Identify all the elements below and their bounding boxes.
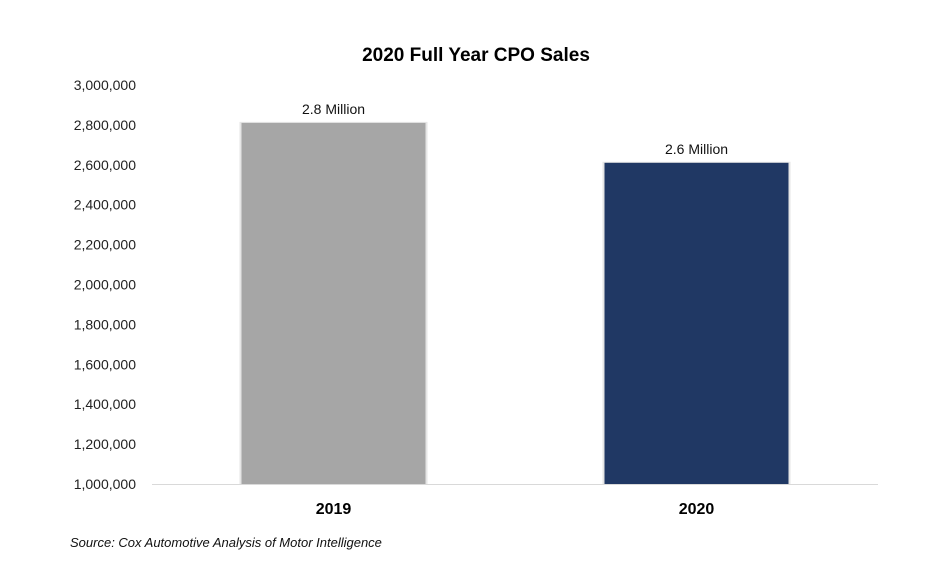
y-tick-label: 2,200,000 bbox=[74, 237, 136, 253]
bars: 2.8 Million 2.6 Million bbox=[239, 101, 791, 484]
chart-title: 2020 Full Year CPO Sales bbox=[362, 45, 590, 66]
y-tick-label: 2,000,000 bbox=[74, 277, 136, 293]
y-tick-label: 2,800,000 bbox=[74, 117, 136, 133]
y-tick-label: 2,400,000 bbox=[74, 197, 136, 213]
y-tick-label: 1,800,000 bbox=[74, 316, 136, 332]
y-tick-label: 1,200,000 bbox=[74, 436, 136, 452]
bar-2019 bbox=[241, 122, 426, 484]
y-axis: 1,000,000 1,200,000 1,400,000 1,600,000 1,80… bbox=[74, 77, 136, 492]
data-label: 2.6 Million bbox=[665, 141, 728, 157]
y-tick-label: 1,000,000 bbox=[74, 476, 136, 492]
y-tick-label: 1,400,000 bbox=[74, 396, 136, 412]
data-label: 2.8 Million bbox=[302, 101, 365, 117]
x-tick-label: 2020 bbox=[679, 501, 715, 518]
bar-2020 bbox=[604, 162, 789, 484]
y-tick-label: 3,000,000 bbox=[74, 77, 136, 93]
y-tick-label: 1,600,000 bbox=[74, 356, 136, 372]
y-tick-label: 2,600,000 bbox=[74, 157, 136, 173]
source-note: Source: Cox Automotive Analysis of Motor… bbox=[70, 535, 382, 550]
x-axis: 2019 2020 bbox=[316, 501, 715, 518]
x-tick-label: 2019 bbox=[316, 501, 352, 518]
